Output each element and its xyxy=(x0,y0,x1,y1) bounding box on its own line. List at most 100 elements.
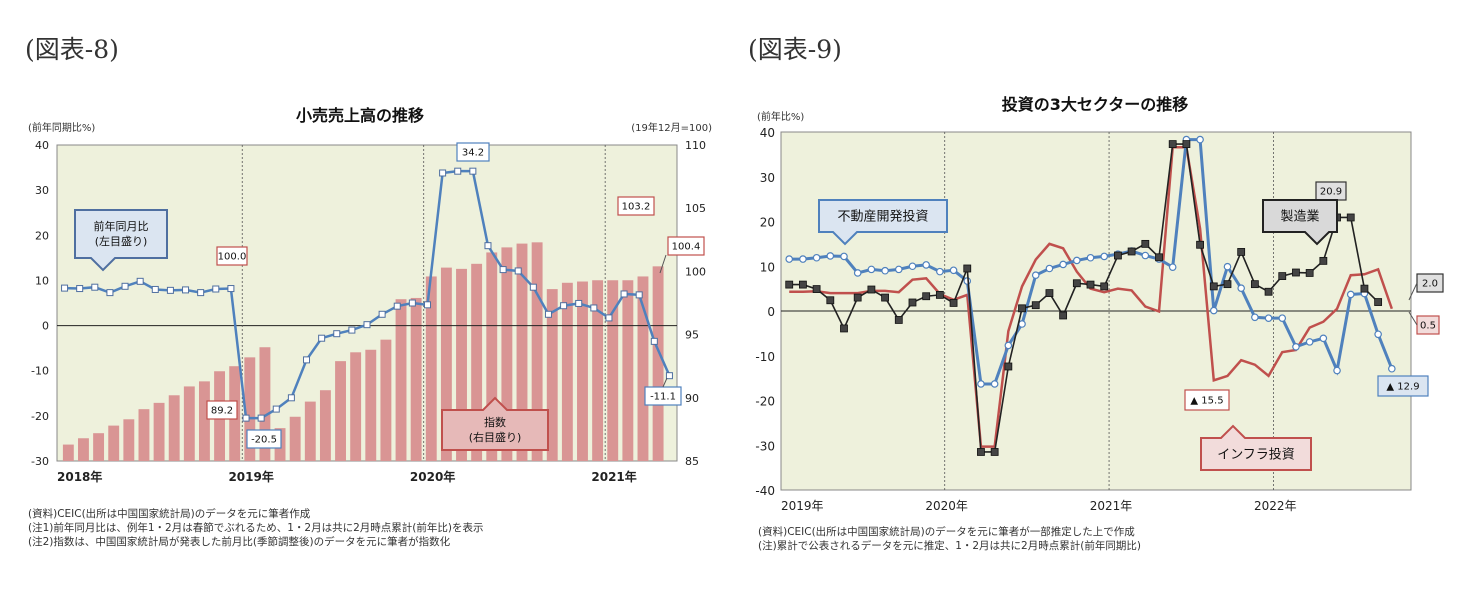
yoy-marker xyxy=(348,326,356,334)
y-tick-right: 95 xyxy=(685,329,699,342)
realestate-marker xyxy=(1086,253,1095,262)
realestate-marker xyxy=(1141,251,1150,260)
realestate-marker xyxy=(1264,314,1273,322)
realestate-marker xyxy=(1059,260,1067,269)
ann-yoy-max-label: 34.2 xyxy=(462,147,484,158)
y-tick-left: 10 xyxy=(35,274,49,287)
manufacturing-marker xyxy=(1045,289,1054,298)
manufacturing-marker xyxy=(1114,251,1122,260)
manufacturing-marker xyxy=(1155,253,1163,262)
bar xyxy=(335,361,346,461)
ann-index-last-box xyxy=(667,236,705,256)
realestate-marker xyxy=(977,380,985,388)
ann-index-89-label: 89.2 xyxy=(211,405,233,416)
bar xyxy=(62,444,74,461)
ann-index-89-box xyxy=(206,400,238,420)
bar xyxy=(198,381,210,461)
manufacturing-marker xyxy=(1264,287,1273,296)
manufacturing-marker xyxy=(799,280,807,289)
callout-realestate-label: 不動産開発投資 xyxy=(837,208,928,224)
realestate-marker xyxy=(1305,338,1314,346)
realestate-marker xyxy=(799,255,807,263)
callout-manufacturing-box xyxy=(1262,199,1338,246)
yoy-marker xyxy=(635,291,643,299)
ann-index-100-box xyxy=(216,246,248,266)
realestate-marker xyxy=(1333,366,1341,375)
manufacturing-marker xyxy=(812,285,821,293)
manufacturing-marker xyxy=(894,316,903,324)
note-line: (注)累計で公表されるデータを元に推定、1・2月は共に2月時点累計(前年同期比) xyxy=(758,540,1141,552)
y-tick-right: 105 xyxy=(685,202,706,215)
yoy-marker xyxy=(665,372,673,380)
manufacturing-marker xyxy=(1059,311,1068,320)
x-tick-label: 2018年 xyxy=(57,469,102,484)
bar xyxy=(440,267,452,461)
x-tick-label: 2019年 xyxy=(228,469,273,484)
realestate-marker xyxy=(908,262,917,271)
realestate-marker xyxy=(1209,306,1218,315)
yoy-marker xyxy=(605,314,613,322)
bar xyxy=(350,352,362,461)
x-tick-label: 2021年 xyxy=(1090,499,1133,513)
bar xyxy=(486,252,498,461)
manufacturing-marker xyxy=(1292,268,1300,277)
realestate-marker xyxy=(1100,252,1109,261)
x-tick-label: 2020年 xyxy=(925,499,968,513)
ann-index-103-label: 103.2 xyxy=(622,201,651,212)
realestate-marker xyxy=(853,269,862,277)
y-tick-left: -30 xyxy=(31,455,49,468)
yoy-marker xyxy=(303,356,311,364)
realestate-marker xyxy=(881,266,889,275)
y-tick-right: 85 xyxy=(685,455,699,468)
x-tick-label: 2019年 xyxy=(781,499,824,513)
x-tick-label: 2020年 xyxy=(410,469,455,484)
realestate-marker xyxy=(894,265,903,274)
manufacturing-marker xyxy=(1100,282,1109,291)
yoy-marker xyxy=(61,284,69,292)
realestate-marker xyxy=(936,267,944,276)
manufacturing-marker xyxy=(935,290,944,299)
manufacturing-marker xyxy=(1250,280,1259,289)
realestate-marker xyxy=(922,261,930,269)
yoy-marker xyxy=(121,282,129,290)
yoy-marker xyxy=(242,414,250,422)
yoy-marker xyxy=(423,301,431,309)
yoy-marker xyxy=(272,405,280,413)
callout-yoy-label: (左目盛り) xyxy=(95,234,148,248)
yoy-marker xyxy=(106,289,114,297)
bar xyxy=(501,247,513,461)
bar xyxy=(93,433,105,461)
ann-index-103-box xyxy=(617,196,655,216)
manufacturing-marker xyxy=(1196,240,1204,249)
ann-mfg-last-label: 2.0 xyxy=(1422,278,1438,289)
ann-infra-last-label: 0.5 xyxy=(1420,320,1436,331)
bar xyxy=(289,416,301,461)
callout-infrastructure-box xyxy=(1200,424,1312,471)
bar xyxy=(259,347,271,461)
realestate-marker xyxy=(1292,342,1300,351)
yoy-marker xyxy=(136,277,144,285)
axis-unit: (前年比%) xyxy=(757,110,804,123)
realestate-marker xyxy=(1251,313,1259,322)
yoy-marker xyxy=(197,289,205,297)
yoy-marker xyxy=(76,285,84,293)
y-tick-right: 110 xyxy=(685,139,706,152)
manufacturing-marker xyxy=(1346,213,1355,222)
realestate-marker xyxy=(1045,264,1054,273)
yoy-marker xyxy=(575,299,583,307)
realestate-marker xyxy=(1388,364,1396,373)
manufacturing-marker xyxy=(1168,140,1177,148)
bar xyxy=(546,289,558,461)
realestate-marker xyxy=(1196,135,1204,144)
y-tick: 10 xyxy=(760,260,775,274)
yoy-marker xyxy=(151,285,159,293)
ann-yoy-min-box xyxy=(246,429,282,449)
callout-index-label: 指数 xyxy=(484,415,506,429)
y-tick-right: 90 xyxy=(685,392,699,405)
bar xyxy=(577,281,588,461)
ann-index-last-label: 100.4 xyxy=(672,241,701,252)
note-line: (資料)CEIC(出所は中国国家統計局)のデータを元に筆者が一部推定した上で作成 xyxy=(758,526,1135,538)
yoy-marker xyxy=(212,285,220,293)
bar xyxy=(637,276,649,461)
bar xyxy=(561,282,573,461)
